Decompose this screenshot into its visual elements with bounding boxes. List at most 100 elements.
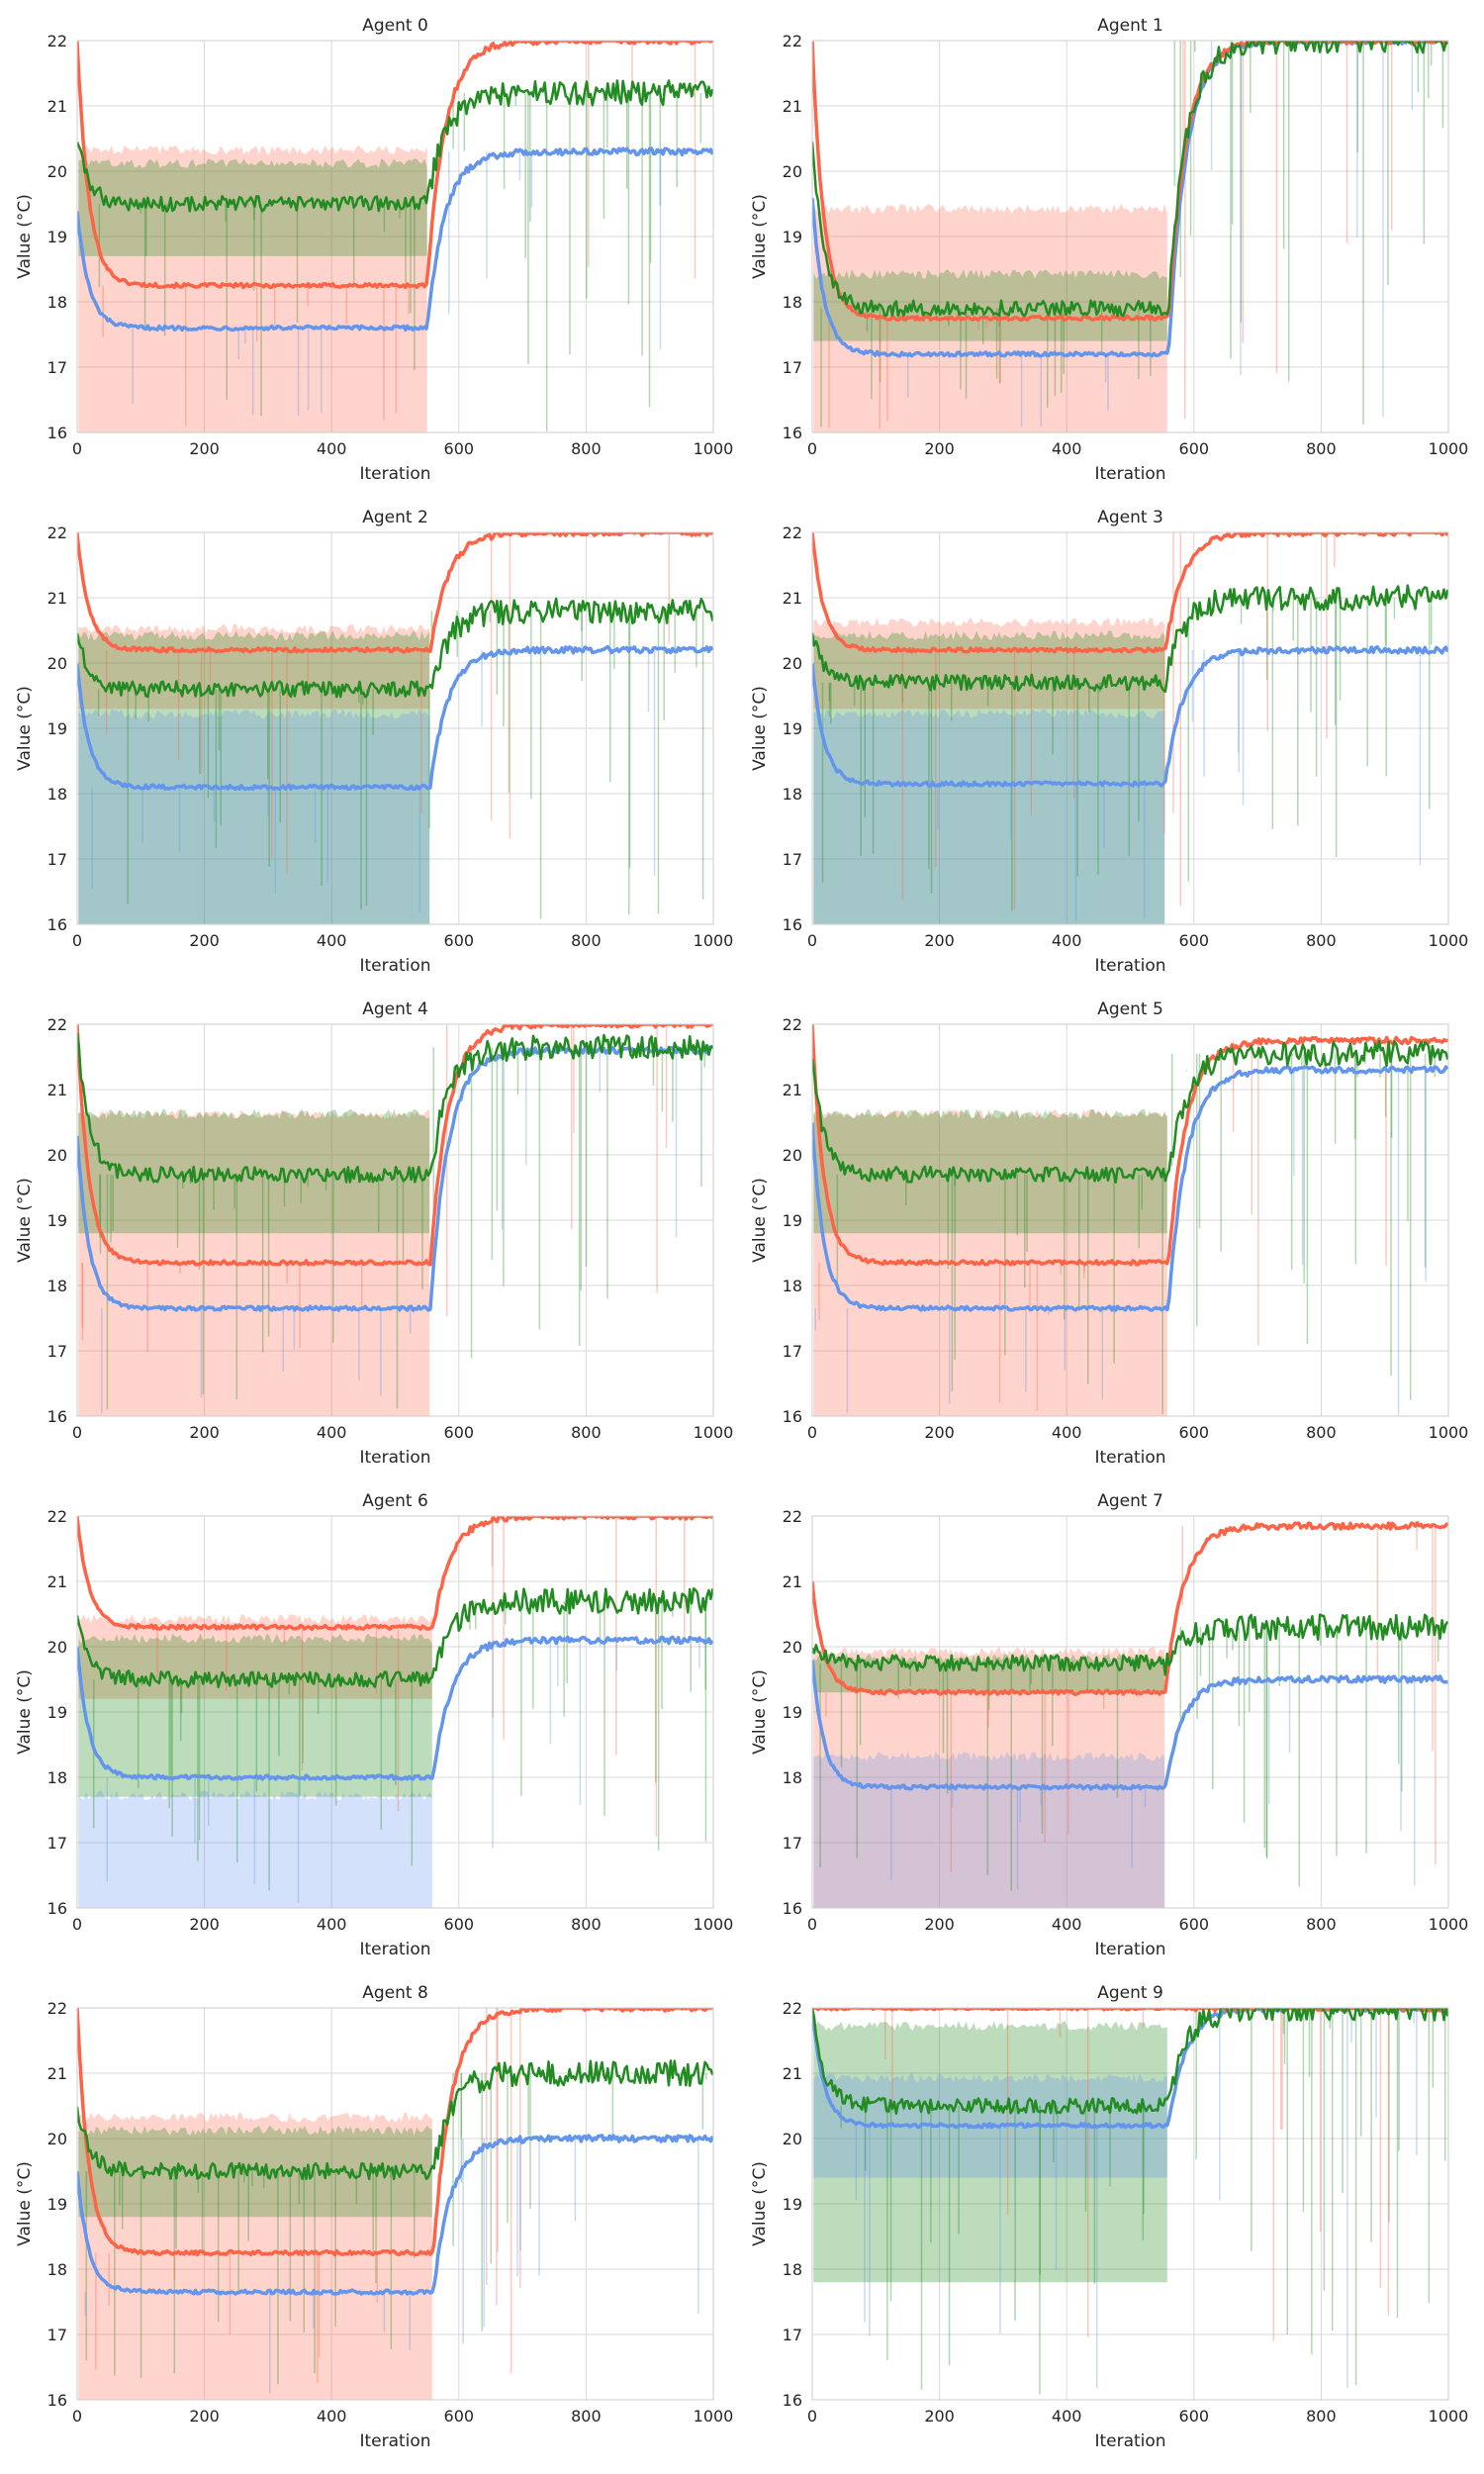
x-tick-label: 800 bbox=[1306, 2407, 1337, 2426]
y-axis-label: Value (°C) bbox=[15, 2161, 35, 2246]
x-axis-label: Iteration bbox=[359, 2431, 430, 2451]
axes-frame bbox=[76, 1023, 714, 1417]
plot-area bbox=[812, 532, 1448, 924]
y-tick-label: 21 bbox=[783, 589, 802, 608]
axes-frame bbox=[811, 1515, 1449, 1909]
y-tick-label: 20 bbox=[783, 1638, 802, 1657]
green-series-line bbox=[77, 597, 713, 699]
subplot-agent-3: 0 200 400 600 800 1000 16 17 18 19 20 21 22 Agent 3 It… bbox=[750, 508, 1468, 976]
x-tick-label: 600 bbox=[444, 1915, 475, 1934]
y-tick-label: 20 bbox=[783, 162, 802, 181]
y-tick-label: 18 bbox=[783, 1768, 802, 1787]
y-axis-label: Value (°C) bbox=[750, 194, 770, 279]
x-tick-label: 600 bbox=[444, 439, 475, 458]
subplot-agent-9: 0 200 400 600 800 1000 16 17 18 19 20 21 22 Agent 9 It… bbox=[750, 1983, 1468, 2451]
green-series-line bbox=[77, 79, 713, 213]
y-tick-label: 22 bbox=[783, 1999, 802, 2018]
x-tick-label: 400 bbox=[1052, 2407, 1082, 2426]
green-series-line bbox=[812, 41, 1448, 318]
red-series-line bbox=[77, 532, 713, 654]
y-tick-label: 21 bbox=[783, 2064, 802, 2083]
red-series-line bbox=[812, 532, 1448, 654]
y-tick-label: 20 bbox=[47, 1146, 67, 1165]
blue-series-line bbox=[812, 1660, 1448, 1791]
x-tick-label: 400 bbox=[317, 931, 347, 950]
x-tick-label: 600 bbox=[1179, 1423, 1210, 1442]
y-tick-label: 20 bbox=[47, 162, 67, 181]
plot-area bbox=[812, 41, 1448, 432]
y-tick-label: 20 bbox=[783, 1146, 802, 1165]
y-tick-label: 20 bbox=[47, 1638, 67, 1657]
y-tick-label: 18 bbox=[783, 2260, 802, 2279]
axes-frame bbox=[76, 2007, 714, 2401]
y-axis-label: Value (°C) bbox=[15, 1669, 35, 1755]
green-band bbox=[78, 630, 430, 924]
axes-frame bbox=[76, 40, 714, 433]
subplot-title: Agent 1 bbox=[1097, 16, 1163, 36]
y-axis-label: Value (°C) bbox=[750, 1178, 770, 1263]
subplot-title: Agent 9 bbox=[1097, 1983, 1163, 2003]
x-tick-label: 1000 bbox=[694, 1915, 734, 1934]
axes-frame bbox=[76, 531, 714, 925]
x-tick-label: 0 bbox=[807, 1423, 817, 1442]
red-band bbox=[78, 144, 427, 432]
x-tick-label: 1000 bbox=[1429, 1915, 1469, 1934]
x-tick-label: 600 bbox=[444, 2407, 475, 2426]
red-series-line bbox=[812, 1024, 1448, 1267]
x-tick-label: 1000 bbox=[694, 931, 734, 950]
x-tick-label: 600 bbox=[1179, 439, 1210, 458]
y-tick-label: 22 bbox=[47, 1015, 67, 1034]
green-band bbox=[813, 269, 1167, 341]
y-tick-label: 18 bbox=[47, 2260, 67, 2279]
y-tick-label: 19 bbox=[783, 228, 802, 246]
x-tick-label: 0 bbox=[72, 439, 82, 458]
x-tick-label: 800 bbox=[1306, 439, 1337, 458]
x-tick-label: 0 bbox=[807, 931, 817, 950]
green-series-line bbox=[812, 1613, 1448, 1676]
x-tick-label: 800 bbox=[1306, 1423, 1337, 1442]
y-tick-label: 17 bbox=[47, 1342, 67, 1361]
green-series-line bbox=[812, 1039, 1448, 1184]
y-tick-label: 19 bbox=[47, 228, 67, 246]
y-tick-label: 16 bbox=[47, 1407, 67, 1426]
y-axis-label: Value (°C) bbox=[750, 2161, 770, 2246]
x-axis-label: Iteration bbox=[1094, 464, 1165, 484]
x-tick-label: 200 bbox=[189, 439, 220, 458]
y-tick-label: 16 bbox=[47, 1899, 67, 1918]
x-tick-label: 1000 bbox=[1429, 439, 1469, 458]
y-tick-label: 21 bbox=[47, 589, 67, 608]
y-tick-label: 22 bbox=[783, 32, 802, 50]
y-tick-label: 18 bbox=[47, 785, 67, 804]
x-tick-label: 800 bbox=[1306, 1915, 1337, 1934]
y-tick-label: 17 bbox=[783, 850, 802, 869]
y-axis-label: Value (°C) bbox=[15, 686, 35, 771]
x-tick-label: 1000 bbox=[1429, 2407, 1469, 2426]
green-series-line bbox=[77, 1032, 713, 1184]
blue-series-line bbox=[77, 1045, 713, 1312]
plot-area bbox=[77, 532, 713, 924]
y-tick-label: 18 bbox=[783, 293, 802, 312]
subplot-agent-8: 0 200 400 600 800 1000 16 17 18 19 20 21 22 Agent 8 It… bbox=[15, 1983, 733, 2451]
y-tick-label: 22 bbox=[783, 1015, 802, 1034]
green-band bbox=[813, 2021, 1167, 2283]
green-band bbox=[813, 630, 1165, 924]
red-series-line bbox=[812, 1521, 1448, 1696]
subplot-title: Agent 5 bbox=[1097, 999, 1163, 1019]
x-tick-label: 400 bbox=[1052, 931, 1082, 950]
y-tick-label: 21 bbox=[47, 1081, 67, 1099]
x-tick-label: 0 bbox=[72, 1423, 82, 1442]
x-tick-label: 600 bbox=[1179, 931, 1210, 950]
plot-area bbox=[77, 1024, 713, 1416]
x-tick-label: 0 bbox=[72, 1915, 82, 1934]
y-tick-label: 17 bbox=[783, 358, 802, 377]
x-tick-label: 400 bbox=[1052, 439, 1082, 458]
y-tick-label: 19 bbox=[783, 2195, 802, 2214]
green-series-line bbox=[812, 584, 1448, 694]
subplot-title: Agent 2 bbox=[362, 508, 428, 527]
subplot-title: Agent 0 bbox=[362, 16, 428, 36]
y-tick-label: 21 bbox=[783, 1081, 802, 1099]
y-tick-label: 17 bbox=[47, 2326, 67, 2344]
axes-frame bbox=[811, 531, 1449, 925]
x-tick-label: 200 bbox=[189, 1423, 220, 1442]
y-tick-label: 16 bbox=[47, 915, 67, 934]
